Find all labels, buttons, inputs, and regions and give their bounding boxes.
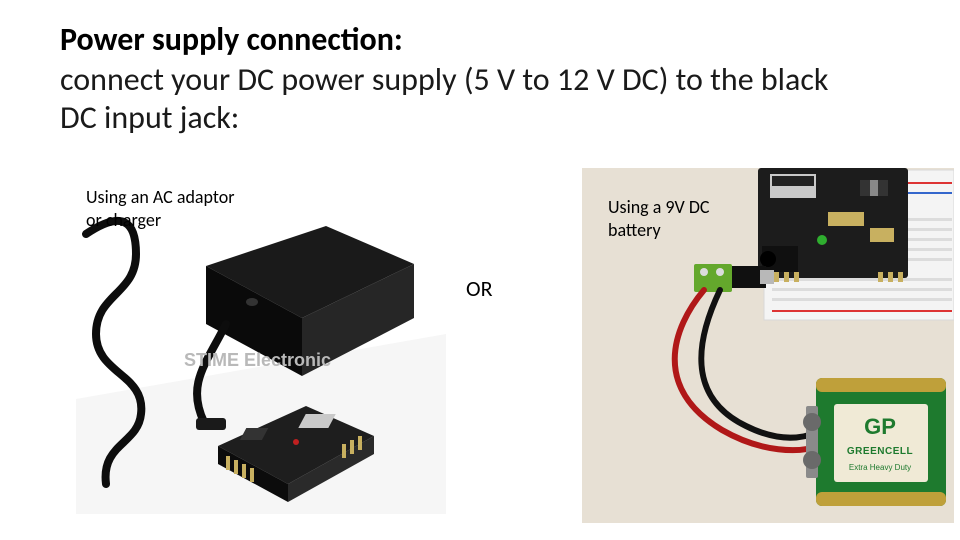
left-image-caption: Using an AC adaptor or charger (86, 186, 236, 231)
svg-text:Extra Heavy Duty: Extra Heavy Duty (849, 463, 911, 472)
slide-subtitle: connect your DC power supply (5 V to 12 … (60, 61, 840, 138)
left-illustration: STIME Electronic (76, 184, 446, 514)
or-separator: OR (466, 275, 493, 302)
header-block: Power supply connection: connect your DC… (0, 0, 960, 138)
svg-text:GREENCELL: GREENCELL (847, 446, 913, 457)
svg-text:GP: GP (864, 414, 896, 439)
watermark-text: STIME Electronic (184, 350, 331, 370)
slide-title: Power supply connection: (60, 22, 900, 59)
right-image-caption: Using a 9V DC battery (608, 196, 728, 241)
